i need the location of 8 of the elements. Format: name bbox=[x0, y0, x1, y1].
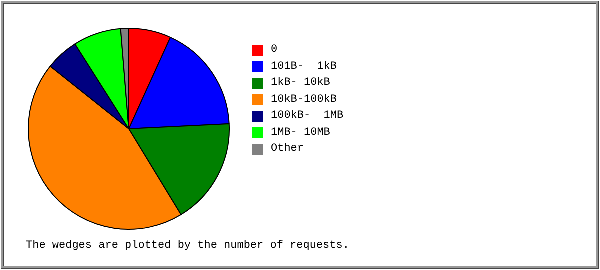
legend-label: 100kB- 1MB bbox=[271, 110, 344, 122]
legend-label: Other bbox=[271, 143, 304, 156]
legend-label: 0 bbox=[271, 44, 278, 56]
legend-label: 101B- 1kB bbox=[271, 60, 338, 73]
legend-label: 1MB- 10MB bbox=[271, 126, 330, 139]
legend-label: 10kB-100kB bbox=[271, 94, 338, 106]
legend-label: 1kB- 10kB bbox=[271, 77, 330, 90]
text: The wedges are plotted by the number of requests. bbox=[26, 240, 350, 252]
